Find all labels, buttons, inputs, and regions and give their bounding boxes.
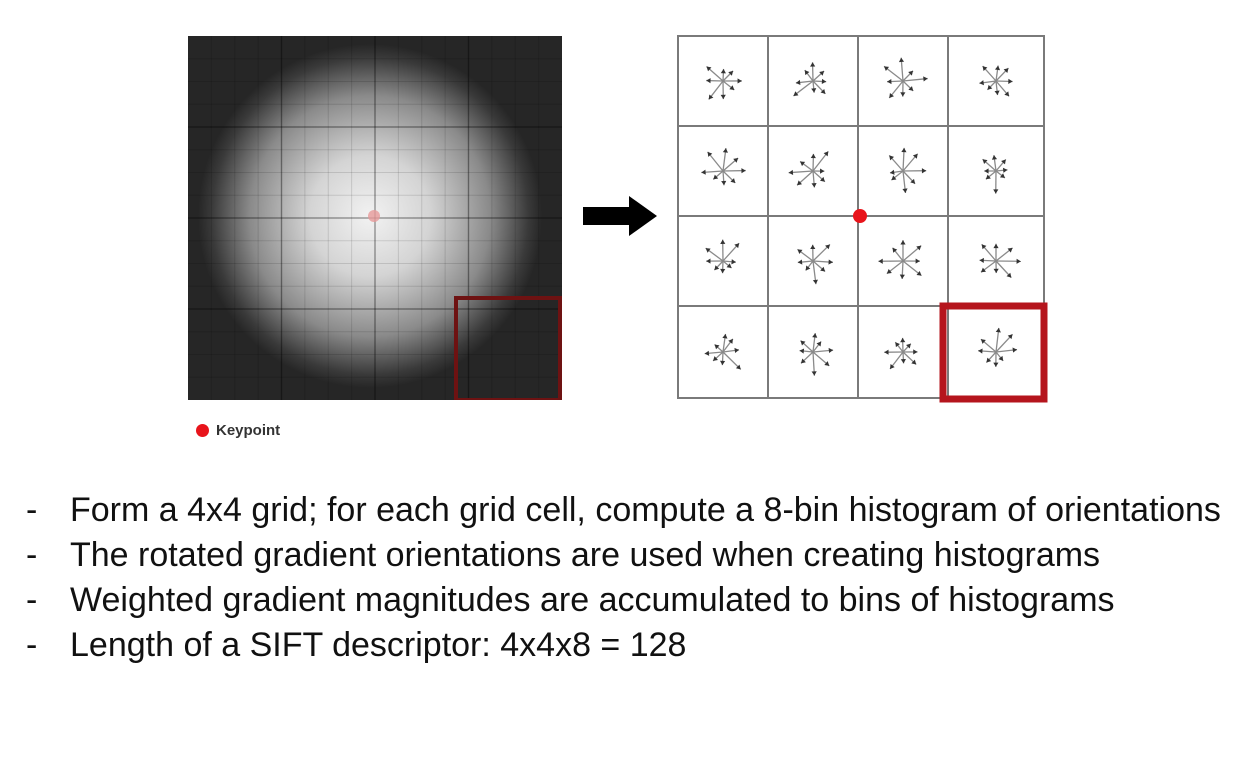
histogram-cell: [947, 125, 1045, 217]
keypoint-marker: [368, 210, 380, 222]
gaussian-patch-image: [188, 36, 562, 400]
histogram-cell: [857, 35, 949, 127]
highlighted-cell-right: [939, 302, 1048, 403]
pixel-grid: [188, 36, 562, 400]
orientation-histogram-grid: [677, 35, 1048, 403]
histogram-cell: [767, 35, 859, 127]
histogram-cell: [947, 305, 1045, 399]
keypoint-legend-label: Keypoint: [216, 422, 281, 439]
keypoint-legend-dot: [196, 424, 209, 437]
histogram-cell: [857, 125, 949, 217]
legend: Keypoint: [196, 422, 280, 439]
bullet-item: - Length of a SIFT descriptor: 4x4x8 = 12…: [26, 626, 687, 664]
bullet-item: - The rotated gradient orientations are u…: [26, 536, 1101, 574]
histogram-cell: [767, 215, 859, 307]
histogram-cell: [857, 305, 949, 399]
histogram-cell: [947, 215, 1045, 307]
histogram-cell: [677, 305, 769, 399]
histogram-cell: [947, 35, 1045, 127]
bullet-item: - Form a 4x4 grid; for each grid cell, co…: [26, 491, 1221, 529]
highlighted-cell-left: [454, 296, 562, 400]
histogram-cell: [677, 35, 769, 127]
transform-arrow: [583, 196, 657, 236]
bullet-item: - Weighted gradient magnitudes are accumu…: [26, 581, 1115, 619]
histogram-cell: [767, 125, 859, 217]
histogram-cell: [677, 215, 769, 307]
histogram-cell: [857, 215, 949, 307]
bullet-list: - Form a 4x4 grid; for each grid cell, co…: [26, 488, 1236, 668]
histogram-cell: [767, 305, 859, 399]
keypoint-marker: [853, 209, 867, 223]
histogram-cell: [677, 125, 769, 217]
